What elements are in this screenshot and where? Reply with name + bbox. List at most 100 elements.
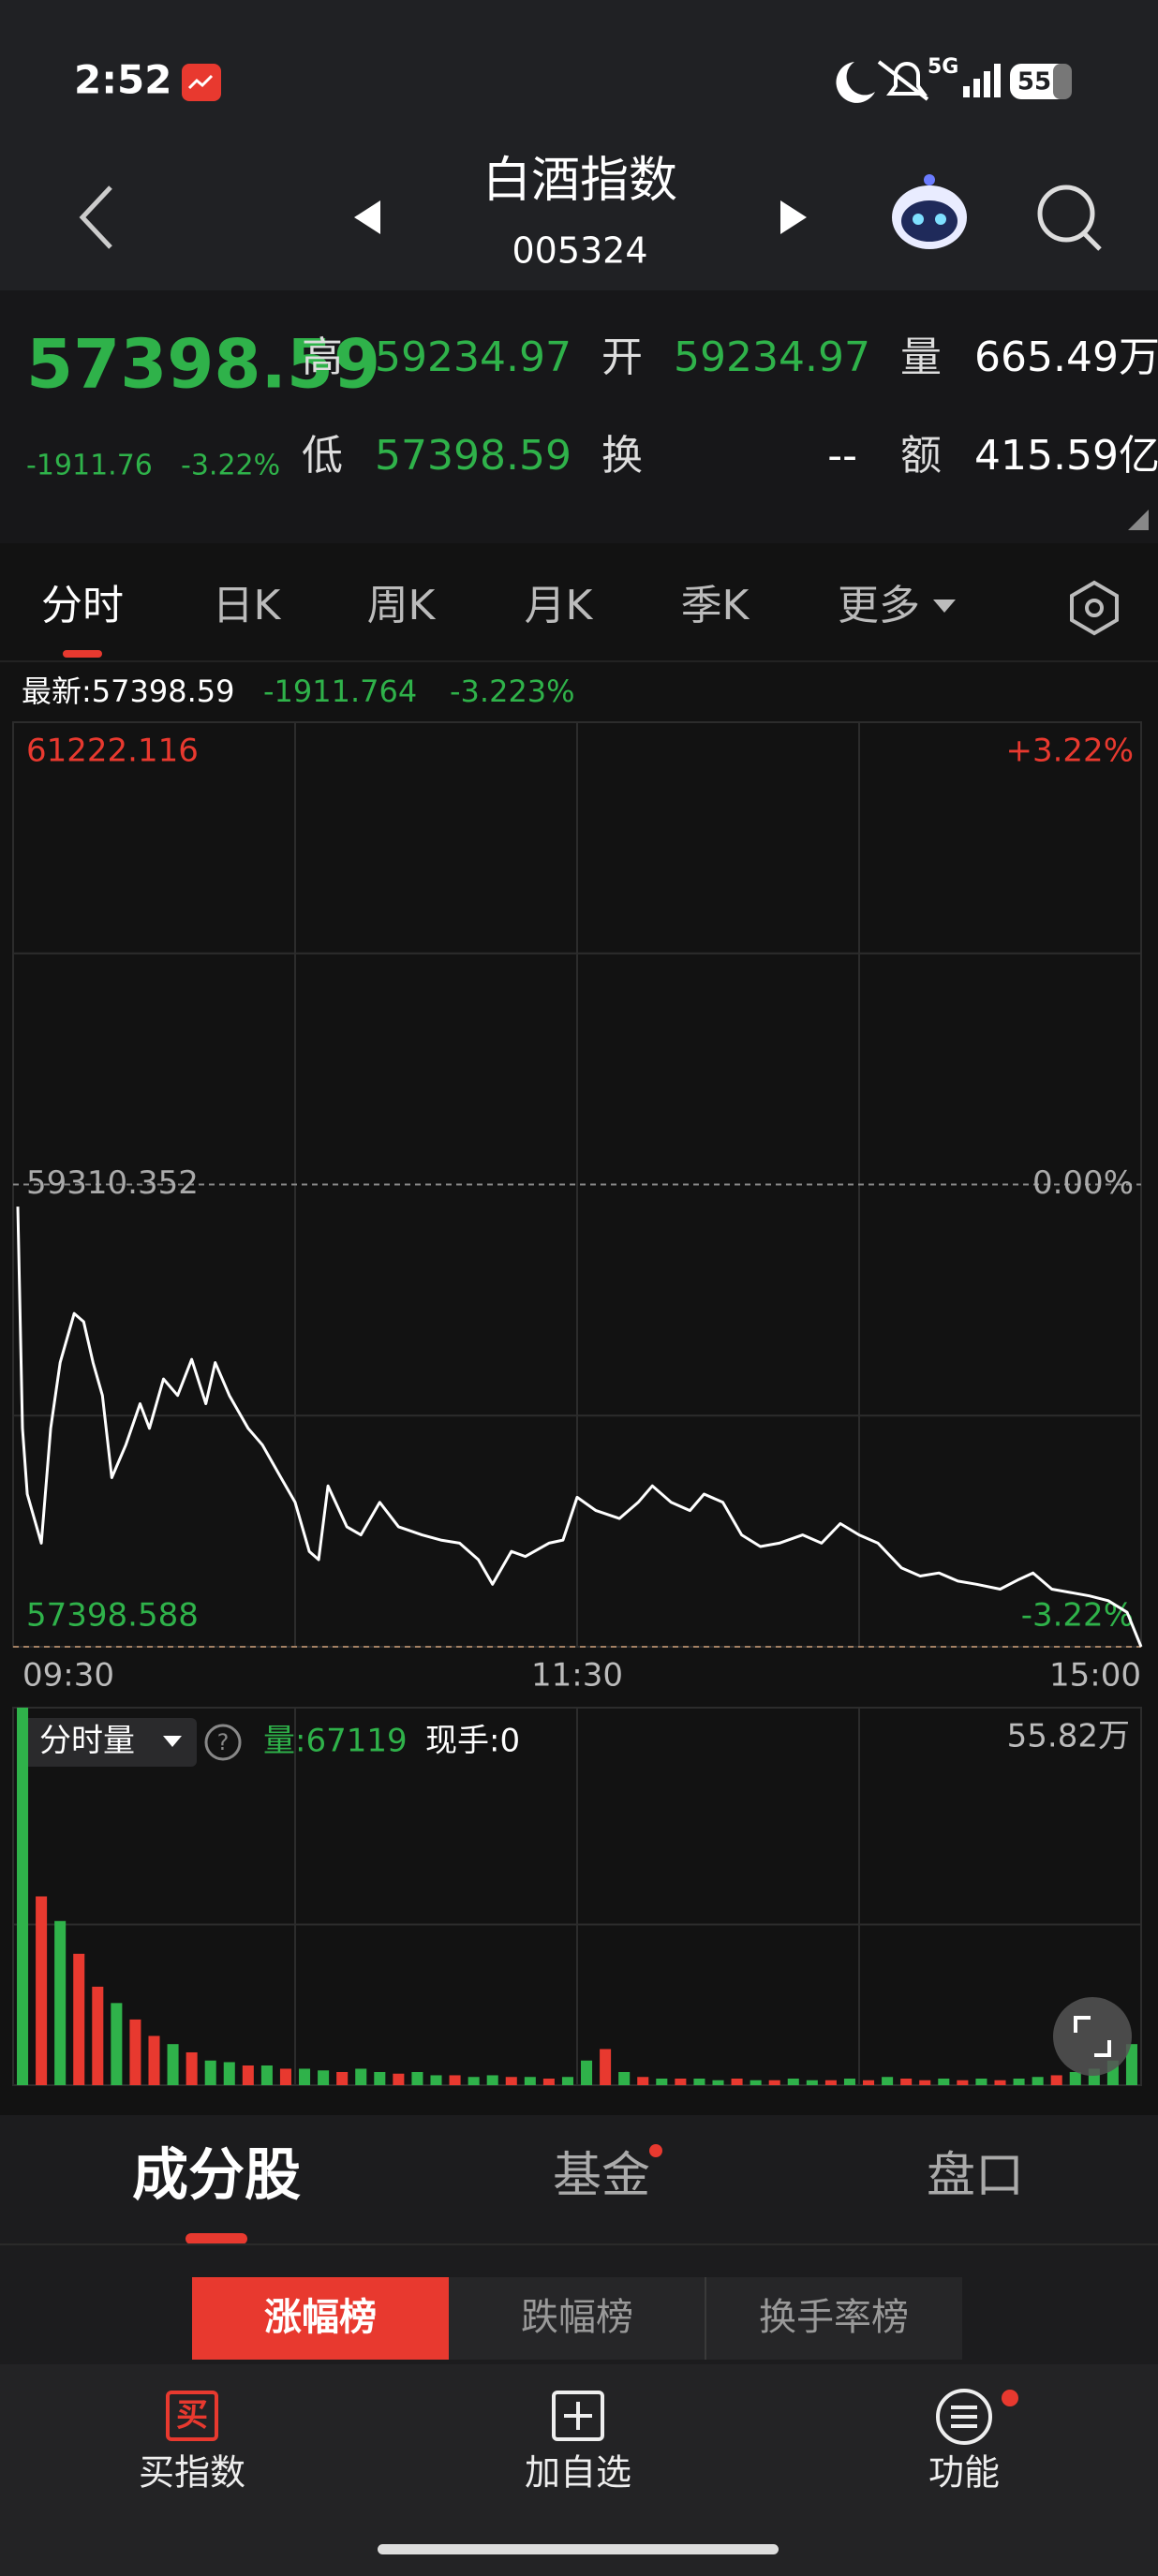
volume-bar (581, 2060, 593, 2085)
volume-bar (750, 2080, 762, 2085)
rank-gainers[interactable]: 涨幅榜 (264, 2296, 377, 2339)
tab-monthly[interactable]: 月K (525, 582, 594, 629)
volume-bar (975, 2078, 987, 2085)
y2-tick-label: +3.22% (1006, 733, 1135, 770)
app-icon-glyph (187, 74, 214, 90)
volume-bar (1032, 2077, 1044, 2085)
volume-bar (1050, 2075, 1062, 2085)
open-value: 59234.97 (674, 333, 870, 381)
next-index-button[interactable] (780, 200, 807, 234)
help-icon[interactable] (204, 1724, 242, 1761)
turnover-label: 换 (601, 432, 643, 480)
tab-intraday[interactable]: 分时 (41, 582, 124, 629)
tab-more[interactable]: 更多 (838, 582, 920, 629)
volume-bar (843, 2078, 855, 2085)
volume-bar (938, 2078, 950, 2085)
section-indicator (186, 2233, 247, 2244)
tab-funds[interactable]: 基金 (553, 2148, 650, 2204)
volume-bar (1069, 2071, 1081, 2085)
volume-bar (656, 2078, 668, 2085)
volume-bar (693, 2078, 705, 2085)
volume-bar (524, 2077, 536, 2085)
volume-bar (92, 1986, 104, 2085)
volume-bar (468, 2077, 480, 2085)
rank-losers[interactable]: 跌幅榜 (521, 2296, 633, 2339)
network-label: 5G (928, 55, 958, 79)
volume-bar (900, 2078, 913, 2085)
volume-bar (167, 2044, 179, 2085)
search-button[interactable] (1037, 185, 1102, 251)
volume-bar (731, 2078, 743, 2085)
x-tick-label: 15:00 (1049, 1657, 1141, 1695)
nav-buy[interactable]: 买指数 (139, 2452, 245, 2494)
volume-bar (600, 2049, 612, 2085)
volume-bar (486, 2075, 498, 2085)
prev-index-button[interactable] (354, 200, 380, 234)
buy-icon-glyph: 买 (176, 2397, 208, 2435)
volume-bar (542, 2078, 555, 2085)
y-tick-label: 57398.588 (26, 1597, 199, 1635)
volume-bar (36, 1896, 48, 2085)
volume-bar (957, 2080, 969, 2085)
y2-tick-label: -3.22% (1021, 1597, 1134, 1635)
latest-change-pct: -3.223% (450, 674, 575, 709)
volume-bar (919, 2080, 931, 2085)
nav-watchlist[interactable]: 加自选 (525, 2452, 631, 2494)
volume-bar (223, 2062, 235, 2085)
charts: 09:30 11:30 15:00 57398.588 59310.352 61222.1… (12, 721, 1143, 2086)
function-icon-glyph (951, 2406, 977, 2428)
turnover-value: -- (827, 432, 857, 480)
volume-bar (806, 2080, 818, 2085)
volume-bar (318, 2070, 330, 2085)
volume-bar (336, 2071, 349, 2085)
open-label: 开 (601, 333, 643, 381)
amount-value: 415.59亿 (974, 432, 1158, 480)
volume-selector[interactable] (23, 1718, 197, 1767)
battery-empty (1053, 64, 1072, 99)
x-tick-label: 11:30 (531, 1657, 623, 1695)
volume-bar (242, 2065, 254, 2085)
volume-bar (73, 1953, 85, 2085)
tab-daily[interactable]: 日K (213, 582, 282, 629)
battery-level: 55 (1017, 68, 1051, 96)
volume-bar (787, 2078, 799, 2085)
funds-badge (649, 2144, 662, 2157)
tab-weekly[interactable]: 周K (367, 582, 437, 629)
x-tick-label: 09:30 (22, 1657, 114, 1695)
expand-corner[interactable] (1128, 510, 1149, 530)
price-change-pct: -3.22% (181, 450, 280, 482)
volume-bar (111, 2003, 123, 2085)
fullscreen-button[interactable] (1053, 1997, 1132, 2076)
buy-icon (166, 2391, 218, 2441)
volume-bar (768, 2080, 780, 2085)
volume-bar (54, 1920, 67, 2085)
assistant-button[interactable] (892, 174, 967, 249)
add-icon (552, 2391, 604, 2441)
low-value: 57398.59 (375, 432, 572, 480)
back-button[interactable] (79, 185, 112, 249)
tab-order-book[interactable]: 盘口 (927, 2148, 1024, 2204)
volume-bar (561, 2077, 573, 2085)
tab-constituents[interactable]: 成分股 (132, 2143, 301, 2209)
signal-icon (963, 64, 1001, 97)
volume-bar (355, 2068, 367, 2085)
volume-bar (712, 2080, 724, 2085)
settings-button[interactable] (1070, 580, 1119, 636)
price-line (16, 1207, 1143, 1648)
volume-value: 665.49万 (974, 333, 1158, 381)
nav-functions[interactable]: 功能 (928, 2452, 1000, 2494)
function-icon (936, 2389, 992, 2445)
selector-arrow (163, 1736, 182, 1747)
volume-bar (374, 2071, 386, 2085)
volume-bar (186, 2051, 198, 2085)
volume-bar (17, 1708, 29, 2085)
volume-bar (994, 2080, 1006, 2085)
more-arrow (933, 600, 956, 613)
rank-turnover[interactable]: 换手率榜 (759, 2296, 909, 2339)
tab-quarterly[interactable]: 季K (681, 582, 750, 629)
index-code: 005324 (512, 230, 647, 272)
y-tick-label: 59310.352 (26, 1164, 199, 1202)
volume-now: 量:67119 (263, 1723, 408, 1760)
moon-icon (836, 62, 875, 103)
